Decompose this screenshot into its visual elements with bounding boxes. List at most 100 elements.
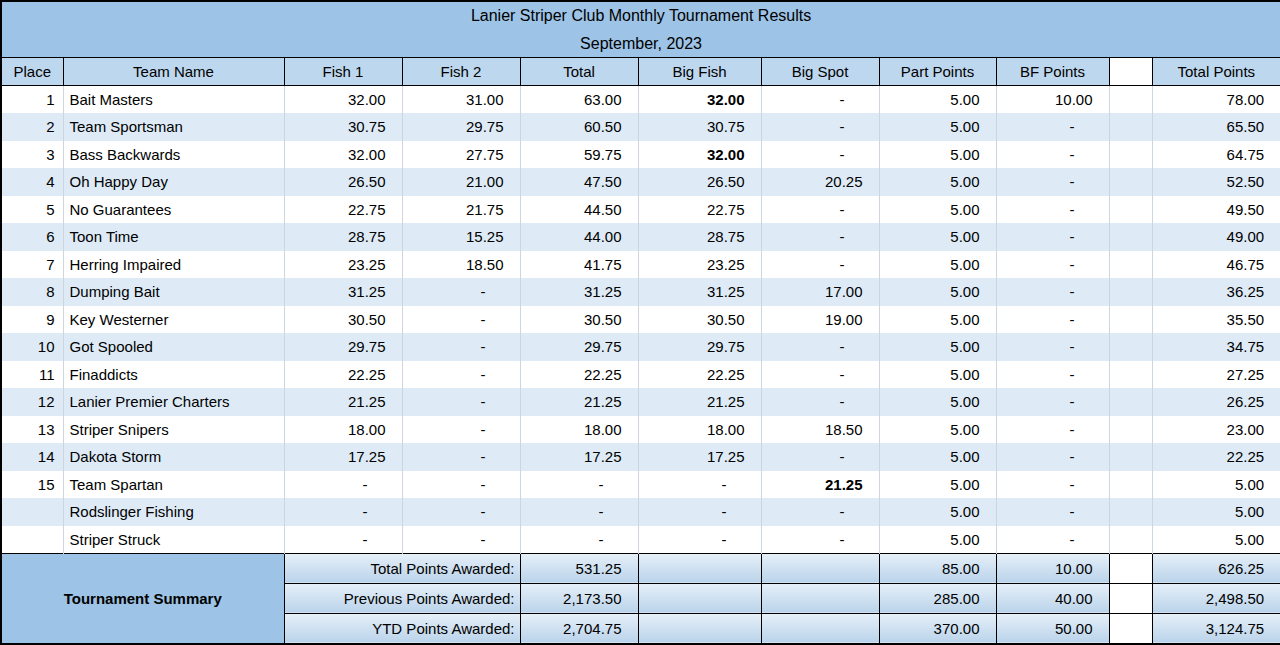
cell-big-spot: 20.25 xyxy=(761,168,879,196)
cell-team-name: Striper Struck xyxy=(63,526,284,554)
column-header-team-name: Team Name xyxy=(63,58,284,86)
cell-part-points: 5.00 xyxy=(879,443,996,471)
cell-big-spot: - xyxy=(761,113,879,141)
cell-big-spot: - xyxy=(761,333,879,361)
column-header-total: Total xyxy=(520,58,638,86)
summary-total-points: 3,124.75 xyxy=(1152,613,1280,644)
cell-fish-1: 21.25 xyxy=(284,388,402,416)
cell-total: 41.75 xyxy=(520,251,638,279)
title-row: Lanier Striper Club Monthly Tournament R… xyxy=(1,1,1280,30)
cell-spacer xyxy=(1109,498,1152,526)
cell-place: 7 xyxy=(1,251,63,279)
cell-big-fish: - xyxy=(638,471,761,499)
cell-place: 12 xyxy=(1,388,63,416)
subtitle-row: September, 2023 xyxy=(1,30,1280,58)
cell-fish-1: 30.75 xyxy=(284,113,402,141)
cell-bf-points: - xyxy=(996,141,1109,169)
summary-label-total: Total Points Awarded: xyxy=(284,553,520,583)
summary-total-points: 2,498.50 xyxy=(1152,583,1280,613)
cell-fish-1: 17.25 xyxy=(284,443,402,471)
cell-team-name: Key Westerner xyxy=(63,306,284,334)
cell-total-points: 34.75 xyxy=(1152,333,1280,361)
cell-bf-points: - xyxy=(996,388,1109,416)
cell-big-fish: 30.75 xyxy=(638,113,761,141)
summary-label-ytd: YTD Points Awarded: xyxy=(284,613,520,644)
cell-spacer xyxy=(1109,333,1152,361)
cell-total: - xyxy=(520,471,638,499)
cell-fish-1: 29.75 xyxy=(284,333,402,361)
cell-bf-points: - xyxy=(996,113,1109,141)
cell-total: 59.75 xyxy=(520,141,638,169)
cell-bf-points: - xyxy=(996,223,1109,251)
summary-empty-bigfish xyxy=(638,613,761,644)
cell-place xyxy=(1,498,63,526)
cell-place: 4 xyxy=(1,168,63,196)
summary-part-points: 85.00 xyxy=(879,553,996,583)
cell-bf-points: - xyxy=(996,443,1109,471)
cell-fish-1: - xyxy=(284,498,402,526)
summary-total-weight: 2,704.75 xyxy=(520,613,638,644)
cell-fish-2: - xyxy=(402,306,520,334)
cell-total: 29.75 xyxy=(520,333,638,361)
cell-fish-1: 32.00 xyxy=(284,86,402,114)
cell-total-points: 65.50 xyxy=(1152,113,1280,141)
cell-big-spot: - xyxy=(761,251,879,279)
cell-bf-points: 10.00 xyxy=(996,86,1109,114)
cell-total-points: 22.25 xyxy=(1152,443,1280,471)
column-header-place: Place xyxy=(1,58,63,86)
cell-place: 11 xyxy=(1,361,63,389)
cell-big-fish: - xyxy=(638,498,761,526)
cell-total-points: 26.25 xyxy=(1152,388,1280,416)
table-row: 9Key Westerner30.50-30.5030.5019.005.00-… xyxy=(1,306,1280,334)
table-row: 14Dakota Storm17.25-17.2517.25-5.00-22.2… xyxy=(1,443,1280,471)
cell-fish-1: 22.75 xyxy=(284,196,402,224)
cell-fish-2: - xyxy=(402,443,520,471)
cell-spacer xyxy=(1109,361,1152,389)
table-row: 13Striper Snipers18.00-18.0018.0018.505.… xyxy=(1,416,1280,444)
cell-big-fish: 18.00 xyxy=(638,416,761,444)
cell-part-points: 5.00 xyxy=(879,196,996,224)
cell-fish-1: 31.25 xyxy=(284,278,402,306)
summary-part-points: 285.00 xyxy=(879,583,996,613)
cell-total-points: 23.00 xyxy=(1152,416,1280,444)
cell-part-points: 5.00 xyxy=(879,113,996,141)
cell-total-points: 78.00 xyxy=(1152,86,1280,114)
cell-fish-1: - xyxy=(284,526,402,554)
cell-fish-1: 18.00 xyxy=(284,416,402,444)
cell-total: 22.25 xyxy=(520,361,638,389)
cell-place: 15 xyxy=(1,471,63,499)
column-header-total-points: Total Points xyxy=(1152,58,1280,86)
cell-team-name: Oh Happy Day xyxy=(63,168,284,196)
cell-team-name: Toon Time xyxy=(63,223,284,251)
cell-total: - xyxy=(520,498,638,526)
cell-place: 5 xyxy=(1,196,63,224)
cell-fish-2: 15.25 xyxy=(402,223,520,251)
cell-total: 44.00 xyxy=(520,223,638,251)
cell-total-points: 27.25 xyxy=(1152,361,1280,389)
cell-total: 44.50 xyxy=(520,196,638,224)
cell-total: - xyxy=(520,526,638,554)
cell-total: 31.25 xyxy=(520,278,638,306)
cell-bf-points: - xyxy=(996,168,1109,196)
cell-total-points: 64.75 xyxy=(1152,141,1280,169)
cell-fish-2: 27.75 xyxy=(402,141,520,169)
table-row: 15Team Spartan----21.255.00-5.00 xyxy=(1,471,1280,499)
cell-total: 47.50 xyxy=(520,168,638,196)
cell-part-points: 5.00 xyxy=(879,416,996,444)
cell-part-points: 5.00 xyxy=(879,526,996,554)
cell-total-points: 49.50 xyxy=(1152,196,1280,224)
table-row: 3Bass Backwards32.0027.7559.7532.00-5.00… xyxy=(1,141,1280,169)
results-sheet: Lanier Striper Club Monthly Tournament R… xyxy=(0,0,1280,645)
column-header-fish-1: Fish 1 xyxy=(284,58,402,86)
table-row: 10Got Spooled29.75-29.7529.75-5.00-34.75 xyxy=(1,333,1280,361)
cell-place: 3 xyxy=(1,141,63,169)
cell-big-fish: 32.00 xyxy=(638,86,761,114)
cell-part-points: 5.00 xyxy=(879,141,996,169)
summary-title: Tournament Summary xyxy=(1,553,284,644)
cell-bf-points: - xyxy=(996,361,1109,389)
cell-big-fish: 31.25 xyxy=(638,278,761,306)
cell-total-points: 49.00 xyxy=(1152,223,1280,251)
summary-bf-points: 10.00 xyxy=(996,553,1109,583)
table-row: 7Herring Impaired23.2518.5041.7523.25-5.… xyxy=(1,251,1280,279)
cell-team-name: Dakota Storm xyxy=(63,443,284,471)
